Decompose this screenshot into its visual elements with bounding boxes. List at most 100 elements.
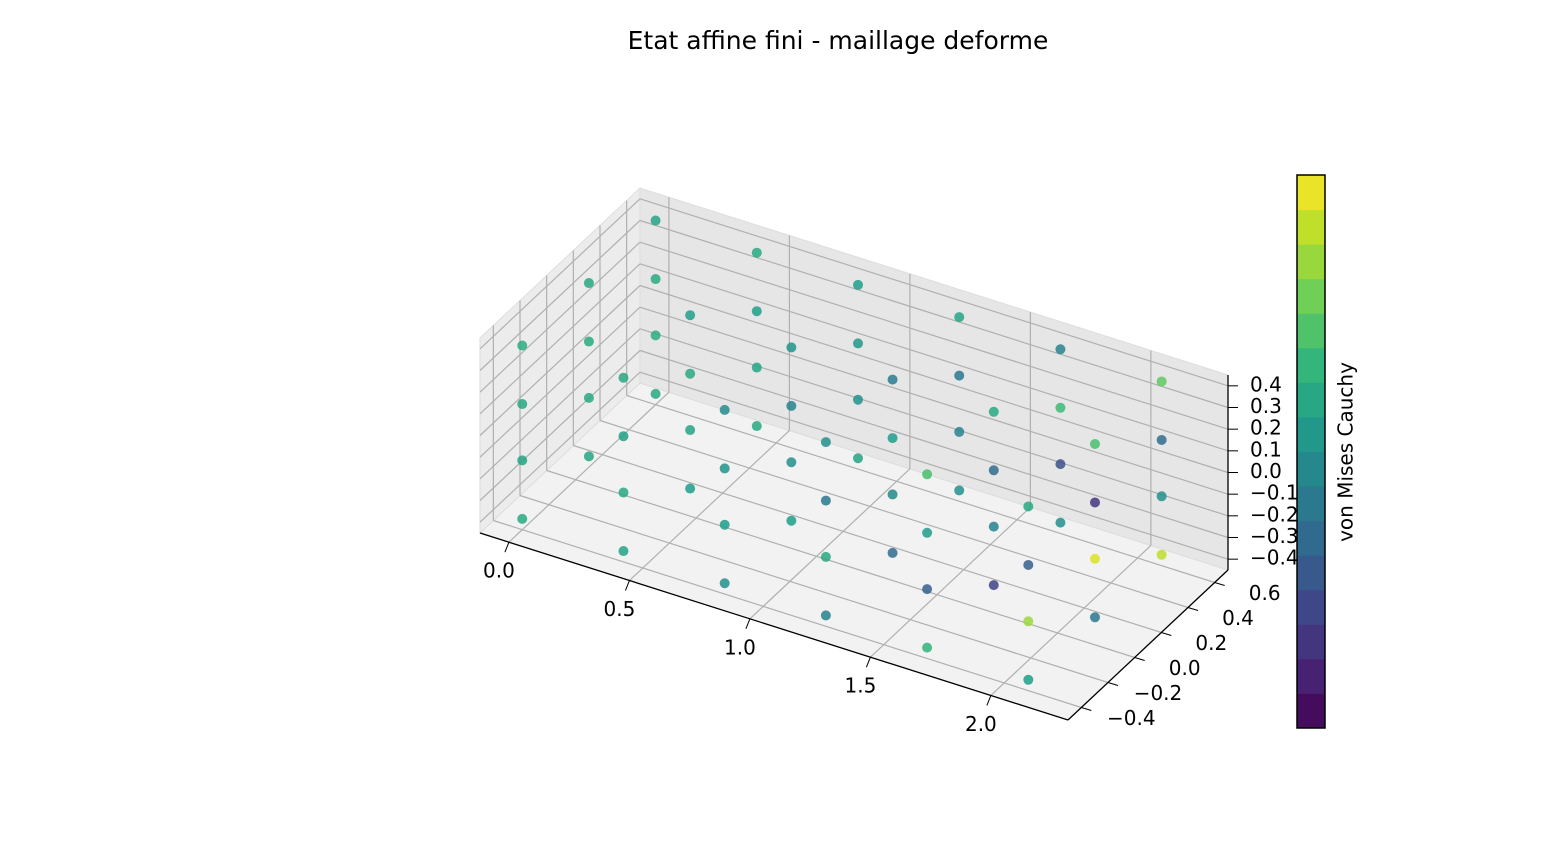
z-tick-label: −0.4 [1250, 546, 1299, 570]
grid-line [639, 284, 1229, 474]
x-tick [986, 695, 992, 706]
grid-line [639, 198, 1229, 387]
z-tick-label: −0.1 [1250, 481, 1299, 505]
colorbar-frame [1296, 174, 1326, 729]
point [786, 515, 797, 526]
colorbar-band [1297, 175, 1325, 211]
colorbar-band [1297, 416, 1325, 452]
grid-line [639, 371, 1229, 560]
point [922, 469, 933, 480]
grid-line [479, 198, 641, 350]
z-tick-label: −0.2 [1250, 502, 1299, 526]
grid-line [479, 306, 641, 458]
grid-line [990, 545, 1152, 696]
grid-line [479, 285, 641, 436]
grid-line [639, 263, 1229, 452]
point [887, 489, 898, 500]
colorbar-label: von Mises Cauchy [1334, 362, 1358, 542]
point [650, 330, 661, 341]
y-axis [1067, 569, 1229, 721]
point [751, 362, 762, 373]
point [988, 465, 999, 476]
point [685, 368, 696, 379]
point [954, 426, 965, 437]
point [786, 457, 797, 468]
point [887, 374, 898, 385]
grid-line [479, 220, 641, 371]
z-tick-label: 0.0 [1250, 459, 1282, 483]
point [954, 485, 965, 496]
colorbar-band [1297, 693, 1325, 729]
point [517, 399, 528, 410]
point [887, 547, 898, 558]
y-tick [1134, 657, 1145, 661]
point [1023, 616, 1034, 627]
point [1089, 438, 1100, 449]
x-tick [745, 618, 751, 630]
grid-line [626, 394, 1215, 584]
x-tick [624, 580, 630, 591]
point [618, 546, 629, 557]
z-tick-label: −0.3 [1250, 524, 1299, 548]
grid-line [493, 519, 1082, 709]
x-tick-label: 1.0 [724, 635, 756, 659]
point [719, 404, 730, 415]
x-tick-label: 1.5 [844, 674, 876, 698]
grid-line [749, 468, 911, 620]
point [820, 551, 831, 562]
y-tick-label: 0.6 [1249, 581, 1281, 605]
point [820, 610, 831, 621]
point [1023, 559, 1034, 570]
point [650, 388, 661, 399]
point [786, 400, 797, 411]
point [583, 392, 594, 403]
grid-line [479, 350, 641, 501]
x-tick-label: 0.0 [483, 559, 515, 583]
colorbar-band [1297, 624, 1325, 660]
grid-line [639, 241, 1229, 430]
colorbar [1296, 174, 1326, 729]
point [751, 421, 762, 432]
colorbar-band [1297, 589, 1325, 625]
point [1023, 674, 1034, 685]
point [719, 519, 730, 530]
point [751, 306, 762, 317]
point [954, 312, 965, 323]
colorbar-band [1297, 278, 1325, 314]
point [1055, 459, 1066, 470]
colorbar-band [1297, 382, 1325, 418]
point [1156, 549, 1167, 560]
point [517, 513, 528, 524]
point [1156, 491, 1167, 502]
point [1055, 344, 1066, 355]
grid-line [546, 469, 1135, 659]
colorbar-band [1297, 520, 1325, 556]
colorbar-band [1297, 313, 1325, 349]
grid-line [508, 391, 670, 543]
chart-title: Etat affine fini - maillage deforme [628, 26, 1049, 55]
point [618, 431, 629, 442]
z-tick-label: 0.4 [1250, 372, 1282, 396]
point [988, 406, 999, 417]
colorbar-band [1297, 486, 1325, 522]
y-tick-label: −0.2 [1134, 681, 1183, 705]
grid-line [628, 430, 790, 581]
point [988, 521, 999, 532]
y-tick-label: 0.0 [1169, 656, 1201, 680]
x-tick [865, 656, 871, 668]
colorbar-band [1297, 451, 1325, 487]
point [887, 433, 898, 444]
grid-line [519, 494, 1109, 684]
x-tick-label: 2.0 [965, 712, 997, 736]
colorbar-band [1297, 555, 1325, 591]
point [853, 279, 864, 290]
point [786, 342, 797, 353]
point [1156, 434, 1167, 445]
point [1023, 501, 1034, 512]
grid-line [479, 371, 641, 523]
point [1055, 517, 1066, 528]
point [517, 340, 528, 351]
colorbar-band [1297, 347, 1325, 383]
point [618, 372, 629, 383]
